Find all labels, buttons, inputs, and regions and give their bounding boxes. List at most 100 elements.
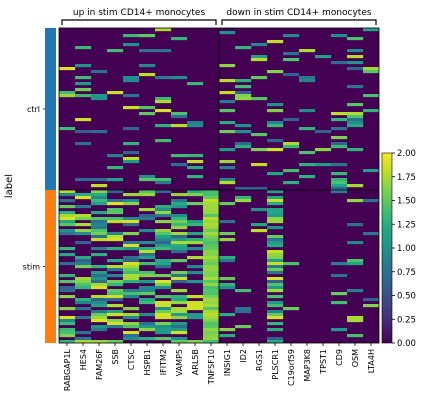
heatmap-cell bbox=[59, 328, 76, 332]
heatmap-cell bbox=[123, 322, 140, 326]
heatmap-cell bbox=[203, 190, 220, 194]
heatmap-cell bbox=[251, 58, 268, 62]
heatmap-cell bbox=[187, 238, 204, 242]
heatmap-cell bbox=[59, 253, 76, 257]
heatmap-cell bbox=[267, 220, 284, 224]
heatmap-cell bbox=[75, 316, 92, 320]
heatmap-cell bbox=[139, 271, 156, 275]
heatmap-cell bbox=[331, 181, 348, 185]
heatmap-cell bbox=[155, 178, 172, 182]
heatmap-cell bbox=[331, 292, 348, 296]
heatmap-cell bbox=[107, 232, 124, 236]
heatmap-cell bbox=[235, 307, 252, 311]
heatmap-cell bbox=[171, 223, 188, 227]
heatmap-cell bbox=[267, 70, 284, 74]
heatmap-cell bbox=[123, 76, 140, 80]
heatmap-cell bbox=[155, 76, 172, 80]
heatmap-cell bbox=[139, 34, 156, 38]
heatmap-cell bbox=[155, 100, 172, 104]
heatmap-cell bbox=[155, 274, 172, 278]
heatmap-cell bbox=[267, 121, 284, 125]
heatmap-cell bbox=[59, 211, 76, 215]
heatmap-cell bbox=[235, 46, 252, 50]
heatmap-cell bbox=[107, 313, 124, 317]
heatmap-cell bbox=[91, 190, 108, 194]
heatmap-cell bbox=[267, 217, 284, 221]
heatmap-cell bbox=[203, 223, 220, 227]
heatmap-cell bbox=[363, 304, 380, 308]
heatmap-cell bbox=[75, 118, 92, 122]
heatmap-cell bbox=[203, 259, 220, 263]
heatmap-cell bbox=[155, 97, 172, 101]
heatmap-cell bbox=[171, 325, 188, 329]
heatmap-cell bbox=[235, 199, 252, 203]
heatmap-cell bbox=[155, 214, 172, 218]
heatmap-cell bbox=[267, 304, 284, 308]
heatmap-cell bbox=[347, 319, 364, 323]
heatmap-cell bbox=[123, 232, 140, 236]
heatmap-cell bbox=[91, 70, 108, 74]
heatmap-cell bbox=[331, 145, 348, 149]
heatmap-cell bbox=[267, 124, 284, 128]
gene-label: RGS1 bbox=[255, 349, 264, 371]
heatmap-cell bbox=[123, 43, 140, 47]
gene-label: SSB bbox=[111, 349, 120, 365]
heatmap-cell bbox=[219, 334, 236, 338]
heatmap-cell bbox=[59, 91, 76, 95]
heatmap-cell bbox=[267, 202, 284, 206]
heatmap-cell bbox=[155, 109, 172, 113]
heatmap-cell bbox=[139, 178, 156, 182]
heatmap-cell bbox=[187, 202, 204, 206]
gene-label: IFITM2 bbox=[159, 349, 168, 375]
heatmap-cell bbox=[171, 247, 188, 251]
heatmap-cell bbox=[155, 286, 172, 290]
heatmap-cell bbox=[363, 67, 380, 71]
heatmap-cell bbox=[91, 199, 108, 203]
heatmap-cell bbox=[59, 247, 76, 251]
heatmap-cell bbox=[139, 328, 156, 332]
heatmap-cell bbox=[171, 193, 188, 197]
heatmap-cell bbox=[315, 148, 332, 152]
heatmap-cell bbox=[203, 196, 220, 200]
heatmap-cell bbox=[123, 244, 140, 248]
heatmap-cell bbox=[107, 190, 124, 194]
heatmap-cell bbox=[59, 289, 76, 293]
heatmap-cell bbox=[123, 127, 140, 131]
heatmap-cell bbox=[187, 280, 204, 284]
heatmap-cell bbox=[283, 52, 300, 56]
heatmap-cell bbox=[91, 319, 108, 323]
heatmap-cell bbox=[203, 244, 220, 248]
heatmap-cell bbox=[203, 271, 220, 275]
heatmap-cell bbox=[187, 256, 204, 260]
heatmap-cell bbox=[91, 130, 108, 134]
heatmap-cell bbox=[267, 226, 284, 230]
heatmap-cell bbox=[171, 238, 188, 242]
heatmap-cell bbox=[59, 229, 76, 233]
heatmap-cell bbox=[59, 262, 76, 266]
heatmap-cell bbox=[267, 256, 284, 260]
heatmap-cell bbox=[235, 130, 252, 134]
heatmap-cell bbox=[139, 337, 156, 341]
heatmap-cell bbox=[203, 214, 220, 218]
heatmap-cell bbox=[123, 307, 140, 311]
heatmap-cell bbox=[139, 193, 156, 197]
heatmap-cell bbox=[251, 208, 268, 212]
heatmap-cell bbox=[347, 262, 364, 266]
heatmap-cell bbox=[219, 79, 236, 83]
heatmap-cell bbox=[203, 235, 220, 239]
heatmap-cell bbox=[283, 142, 300, 146]
heatmap-cell bbox=[123, 274, 140, 278]
colorbar-tick-label: 0.50 bbox=[397, 292, 416, 302]
heatmap-cell bbox=[75, 262, 92, 266]
heatmap-cell bbox=[331, 142, 348, 146]
heatmap-cell bbox=[187, 295, 204, 299]
heatmap-cell bbox=[203, 331, 220, 335]
heatmap-cell bbox=[155, 229, 172, 233]
heatmap-cell bbox=[139, 175, 156, 179]
colorbar-tick-label: 0.75 bbox=[397, 268, 416, 278]
group-label-stim: stim bbox=[23, 263, 41, 272]
heatmap-cell bbox=[283, 34, 300, 38]
heatmap-cell bbox=[187, 232, 204, 236]
colorbar-tick-label: 0.00 bbox=[397, 339, 416, 349]
heatmap-cell bbox=[59, 94, 76, 98]
